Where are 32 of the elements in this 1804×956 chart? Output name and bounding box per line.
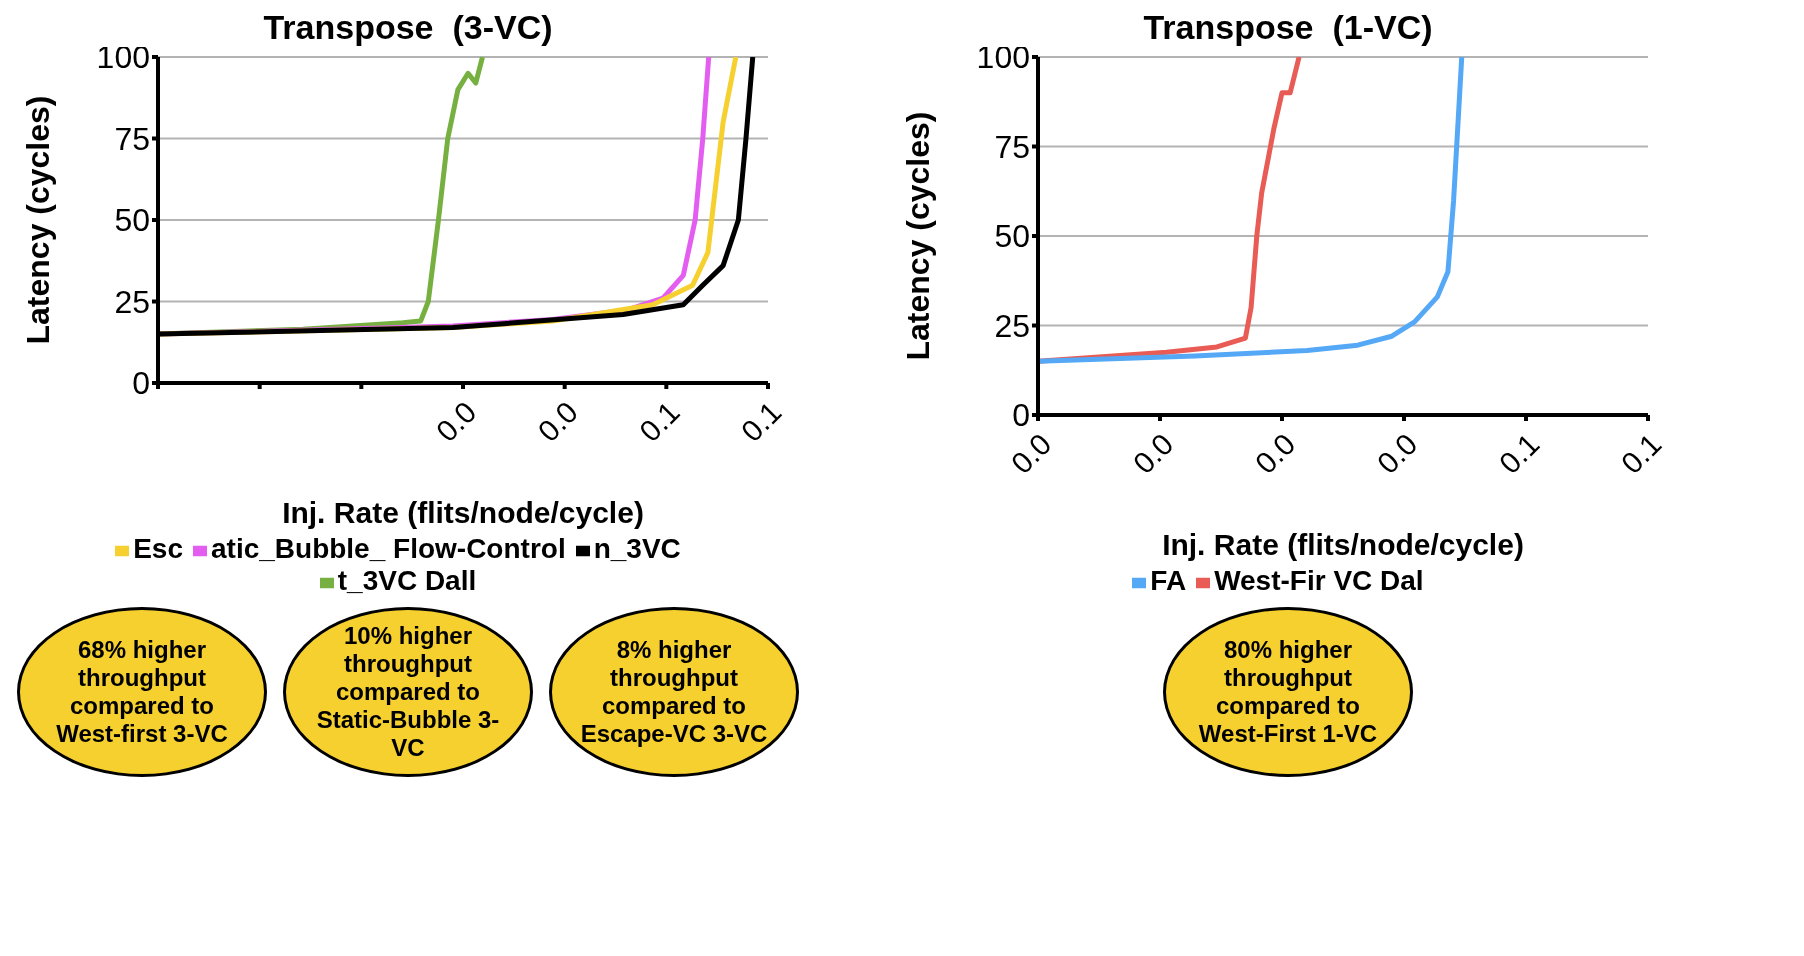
x-axis-title: Inj. Rate (flits/node/cycle) xyxy=(1162,528,1524,561)
x-tick-label: 0.0 xyxy=(1370,427,1424,481)
x-tick-label: 0.0 xyxy=(531,395,585,449)
legend-label: n_3VC xyxy=(593,533,681,564)
y-tick-label: 25 xyxy=(994,307,1030,344)
x-tick-label: 0.0 xyxy=(429,395,483,449)
legend-label: West-Fir VC Dal xyxy=(1214,565,1424,596)
y-tick-label: 75 xyxy=(994,128,1030,165)
y-tick-label: 25 xyxy=(114,283,150,320)
y-tick-label: 50 xyxy=(994,218,1030,255)
x-tick-label: 0.1 xyxy=(1492,427,1546,481)
speech-bubble: 80% higher throughput compared to West-First 1-VC xyxy=(1163,607,1413,777)
y-tick-label: 50 xyxy=(114,202,150,239)
chart-title: Transpose (1-VC) xyxy=(1143,8,1433,46)
x-tick-label: 0.1 xyxy=(1614,427,1668,481)
y-axis-title: Latency (cycles) xyxy=(900,111,937,361)
x-tick-label: 0.0 xyxy=(1248,427,1302,481)
legend-label: t_3VC Dall xyxy=(337,565,477,596)
legend-label: FA xyxy=(1150,565,1187,596)
x-axis-title: Inj. Rate (flits/node/cycle) xyxy=(282,496,644,529)
speech-bubble: 10% higher throughput compared to Static-Bubble 3-VC xyxy=(283,607,533,777)
y-tick-label: 75 xyxy=(114,120,150,157)
y-axis-title: Latency (cycles) xyxy=(20,95,57,345)
x-tick-label: 0.1 xyxy=(734,395,788,449)
speech-bubble: 68% higher throughput compared to West-first 3-VC xyxy=(17,607,267,777)
legend-label: Esc xyxy=(133,533,183,564)
y-tick-label: 0 xyxy=(132,365,150,402)
speech-bubble: 8% higher throughput compared to Escape-VC 3-VC xyxy=(549,607,799,777)
x-tick-label: 0.1 xyxy=(633,395,686,449)
x-tick-label: 0.0 xyxy=(1126,427,1180,481)
legend-label: atic_Bubble_ Flow-Control xyxy=(210,533,566,564)
chart-title: Transpose (3-VC) xyxy=(263,8,553,46)
